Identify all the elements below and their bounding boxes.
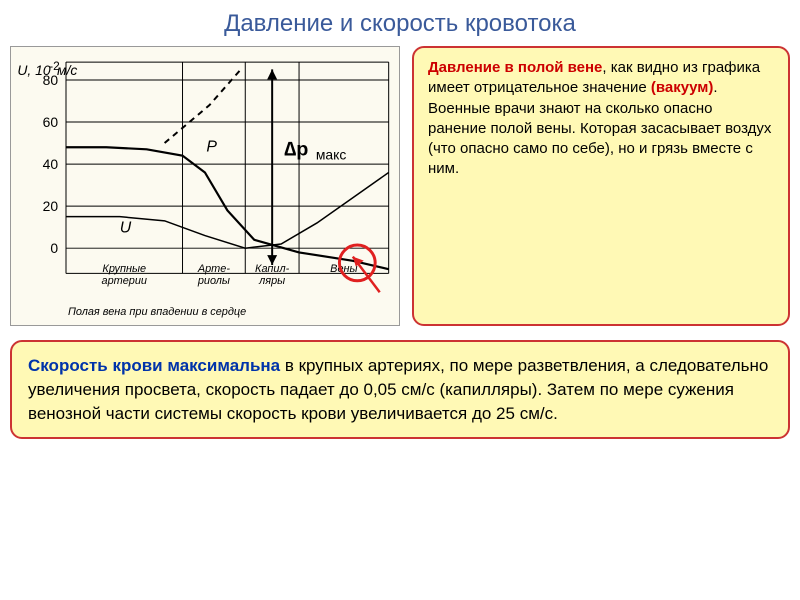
svg-text:∆p: ∆p (284, 138, 308, 160)
svg-text:ляры: ляры (258, 275, 285, 287)
svg-text:Арте-: Арте- (197, 263, 230, 275)
svg-text:Полая вена при впадении в серд: Полая вена при впадении в сердце (68, 306, 246, 318)
svg-text:макс: макс (316, 146, 347, 162)
bottom-info-box: Скорость крови максимальна в крупных арт… (10, 340, 790, 439)
right-info-text: Давление в полой вене, как видно из граф… (428, 58, 774, 180)
svg-text:60: 60 (43, 114, 59, 130)
svg-text:20: 20 (43, 198, 59, 214)
svg-text:U, 10: U, 10 (17, 62, 50, 78)
svg-text:м/с: м/с (57, 62, 77, 78)
svg-text:40: 40 (43, 156, 59, 172)
right-info-box: Давление в полой вене, как видно из граф… (412, 46, 790, 326)
page-title: Давление и скорость кровотока (0, 0, 800, 46)
svg-text:0: 0 (50, 240, 58, 256)
bottom-info-text: Скорость крови максимальна в крупных арт… (28, 354, 772, 425)
chart-svg: 020406080U, 10-2м/сКрупныеартерииАрте-ри… (11, 47, 399, 325)
top-row: 020406080U, 10-2м/сКрупныеартерииАрте-ри… (0, 46, 800, 326)
chart: 020406080U, 10-2м/сКрупныеартерииАрте-ри… (10, 46, 400, 326)
svg-text:Крупные: Крупные (102, 263, 146, 275)
svg-text:U: U (120, 220, 132, 237)
svg-text:артерии: артерии (102, 275, 147, 287)
svg-text:P: P (206, 138, 217, 155)
svg-text:риолы: риолы (197, 275, 230, 287)
